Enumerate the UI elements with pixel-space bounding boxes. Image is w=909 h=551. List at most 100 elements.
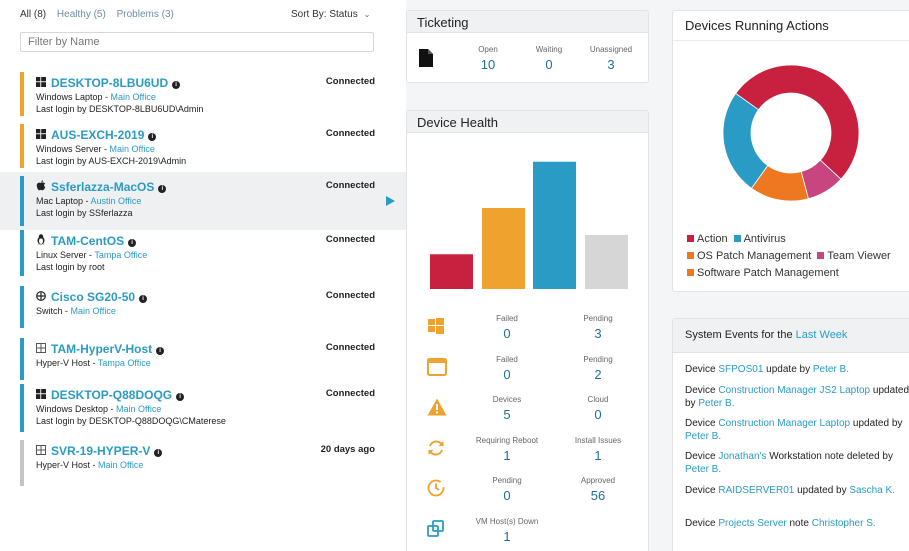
sort-dropdown[interactable]: Sort By: Status ⌄	[291, 9, 370, 20]
event-text: Device	[685, 418, 719, 429]
event-item: Device Projects Server note Christopher …	[685, 517, 909, 530]
donut-slice[interactable]	[722, 92, 769, 189]
info-icon[interactable]: i	[139, 295, 148, 303]
device-name-text: DESKTOP-8LBU6UD	[51, 76, 169, 90]
device-location-link[interactable]: Tampa Office	[94, 250, 148, 260]
device-name[interactable]: AUS-EXCH-2019 i	[36, 128, 157, 142]
device-connection-status: 20 days ago	[320, 444, 375, 455]
health-stat[interactable]: Approved 56	[558, 476, 638, 503]
device-location-link[interactable]: Main Office	[70, 306, 116, 316]
health-stat[interactable]: Pending 3	[558, 314, 638, 341]
device-row[interactable]: TAM-CentOS i Linux Server - Tampa Office La…	[0, 226, 406, 280]
device-type-line: Hyper-V Host - Tampa Office	[36, 358, 151, 368]
event-link[interactable]: RAIDSERVER01	[718, 485, 795, 496]
health-stat[interactable]: Failed 0	[467, 314, 547, 341]
ticketing-open-value: 10	[480, 57, 496, 72]
device-type-line: Hyper-V Host - Main Office	[36, 460, 143, 470]
health-stat[interactable]: Devices 5	[467, 395, 547, 422]
info-icon[interactable]: i	[156, 347, 165, 355]
device-location-link[interactable]: Tampa Office	[97, 358, 151, 368]
health-stat[interactable]: Install Issues 1	[558, 436, 638, 463]
event-text: Device	[685, 518, 719, 529]
device-type: Hyper-V Host -	[36, 358, 98, 368]
info-icon[interactable]: i	[172, 81, 181, 89]
legend-label: OS Patch Management	[697, 250, 812, 262]
system-events-title: System Events for the Last Week	[673, 319, 909, 353]
last-week-link[interactable]: Last Week	[795, 329, 848, 341]
device-row[interactable]: DESKTOP-8LBU6UD i Windows Laptop - Main Of…	[0, 68, 406, 120]
ticketing-title: Ticketing	[407, 11, 648, 33]
device-name[interactable]: Ssferlazza-MacOS i	[36, 180, 167, 194]
health-stat[interactable]: Pending 2	[558, 355, 638, 382]
device-location-link[interactable]: Main Office	[110, 92, 156, 102]
device-last-login: Last login by DESKTOP-8LBU6UD\Admin	[36, 104, 204, 114]
event-link[interactable]: Construction Manager JS2 Laptop	[718, 385, 871, 396]
filter-name-input[interactable]	[20, 32, 374, 52]
event-link[interactable]: SFPOS01	[718, 364, 764, 375]
health-bar[interactable]	[482, 208, 525, 289]
legend-item[interactable]: Antivirus	[733, 233, 786, 245]
health-stat[interactable]: Requiring Reboot 1	[467, 436, 547, 463]
health-stat-value: 0	[503, 488, 511, 503]
event-link[interactable]: Peter B.	[812, 364, 850, 375]
device-last-login: Last login by SSferlazza	[36, 208, 133, 218]
device-location-link[interactable]: Austin Office	[90, 196, 142, 206]
device-location-link[interactable]: Main Office	[109, 144, 155, 154]
device-type-line: Windows Desktop - Main Office	[36, 404, 161, 414]
info-icon[interactable]: i	[128, 239, 137, 247]
event-text: Device	[685, 385, 719, 396]
health-bar[interactable]	[585, 235, 628, 289]
info-icon[interactable]: i	[176, 393, 185, 401]
device-connection-status: Connected	[325, 76, 375, 87]
info-icon[interactable]: i	[154, 449, 163, 457]
event-link[interactable]: Construction Manager Laptop	[718, 418, 851, 429]
health-bar[interactable]	[430, 254, 473, 289]
info-icon[interactable]: i	[148, 133, 157, 141]
health-stat-value: 0	[503, 326, 511, 341]
device-row[interactable]: Cisco SG20-50 i Switch - Main Office Connec…	[0, 282, 406, 332]
event-link[interactable]: Projects Server	[718, 518, 787, 529]
legend-item[interactable]: Action	[687, 233, 728, 245]
event-link[interactable]: Jonathan's	[718, 451, 767, 462]
legend-item[interactable]: OS Patch Management	[687, 250, 811, 262]
ticketing-waiting[interactable]: Waiting 0	[519, 45, 579, 72]
device-name[interactable]: TAM-CentOS i	[36, 234, 137, 248]
device-name[interactable]: SVR-19-HYPER-V i	[36, 444, 163, 458]
device-row[interactable]: DESKTOP-Q88DOQG i Windows Desktop - Main O…	[0, 380, 406, 436]
donut-slice[interactable]	[735, 64, 860, 180]
device-location-link[interactable]: Main Office	[98, 460, 144, 470]
event-link[interactable]: Christopher S.	[811, 518, 876, 529]
device-name[interactable]: DESKTOP-8LBU6UD i	[36, 76, 181, 90]
health-stat[interactable]: Cloud 0	[558, 395, 638, 422]
health-bar[interactable]	[533, 161, 576, 289]
event-link[interactable]: Peter B.	[698, 398, 735, 409]
device-type-line: Windows Laptop - Main Office	[36, 92, 156, 102]
device-name[interactable]: TAM-HyperV-Host i	[36, 342, 165, 356]
device-location-link[interactable]: Main Office	[116, 404, 162, 414]
legend-row: OS Patch Management Team Viewer	[687, 250, 897, 262]
health-stat[interactable]: VM Host(s) Down 1	[467, 517, 547, 544]
event-link[interactable]: Sascha K.	[849, 485, 895, 496]
device-row[interactable]: Ssferlazza-MacOS i Mac Laptop - Austin Off…	[0, 172, 406, 230]
ticketing-unassigned[interactable]: Unassigned 3	[581, 45, 641, 72]
device-last-login: Last login by AUS-EXCH-2019\Admin	[36, 156, 187, 166]
health-stat-label: Failed	[496, 354, 518, 364]
legend-item[interactable]: Team Viewer	[817, 250, 891, 262]
event-text: Device	[685, 451, 719, 462]
device-name[interactable]: DESKTOP-Q88DOQG i	[36, 388, 185, 402]
device-name[interactable]: Cisco SG20-50 i	[36, 290, 148, 304]
event-link[interactable]: Peter B.	[685, 431, 722, 442]
legend-item[interactable]: Software Patch Management	[687, 267, 839, 279]
ticketing-open[interactable]: Open 10	[458, 45, 518, 72]
device-row[interactable]: TAM-HyperV-Host i Hyper-V Host - Tampa Off…	[0, 334, 406, 384]
device-row[interactable]: AUS-EXCH-2019 i Windows Server - Main Offi…	[0, 120, 406, 172]
filter-healthy[interactable]: Healthy (5)	[56, 9, 106, 20]
info-icon[interactable]: i	[158, 185, 167, 193]
health-stat[interactable]: Failed 0	[467, 355, 547, 382]
health-stat[interactable]: Pending 0	[467, 476, 547, 503]
health-stat-label: Pending	[492, 476, 522, 485]
filter-all[interactable]: All (8)	[20, 9, 47, 20]
event-link[interactable]: Peter B.	[685, 464, 722, 475]
device-row[interactable]: SVR-19-HYPER-V i Hyper-V Host - Main Offic…	[0, 436, 406, 490]
filter-problems[interactable]: Problems (3)	[116, 9, 174, 20]
